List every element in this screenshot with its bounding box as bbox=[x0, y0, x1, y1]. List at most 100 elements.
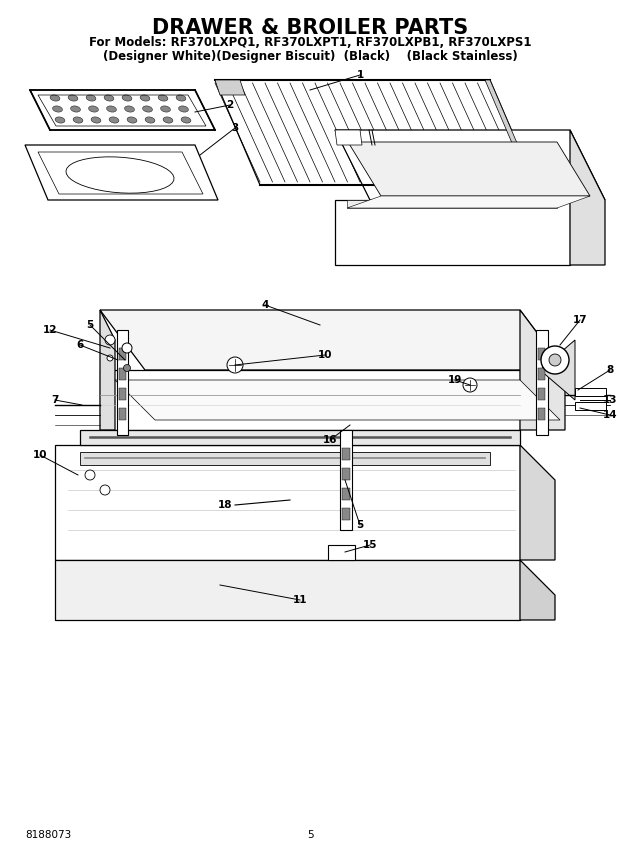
Polygon shape bbox=[335, 130, 605, 200]
Polygon shape bbox=[100, 310, 115, 430]
Polygon shape bbox=[66, 157, 174, 193]
Ellipse shape bbox=[53, 106, 63, 112]
Text: 19: 19 bbox=[448, 375, 462, 385]
Ellipse shape bbox=[55, 117, 65, 123]
Polygon shape bbox=[538, 368, 545, 380]
Polygon shape bbox=[335, 130, 362, 145]
Ellipse shape bbox=[86, 95, 96, 101]
Polygon shape bbox=[119, 408, 126, 420]
Polygon shape bbox=[100, 310, 565, 370]
Polygon shape bbox=[30, 90, 215, 130]
Polygon shape bbox=[485, 80, 535, 185]
Polygon shape bbox=[342, 468, 350, 480]
Text: 5: 5 bbox=[307, 830, 313, 840]
Polygon shape bbox=[540, 340, 575, 400]
Ellipse shape bbox=[73, 117, 83, 123]
Text: 6: 6 bbox=[76, 340, 84, 350]
Polygon shape bbox=[348, 142, 590, 196]
Ellipse shape bbox=[89, 106, 99, 112]
Polygon shape bbox=[536, 330, 548, 435]
Polygon shape bbox=[115, 380, 560, 420]
Circle shape bbox=[541, 346, 569, 374]
Ellipse shape bbox=[176, 95, 186, 101]
Text: 10: 10 bbox=[317, 350, 332, 360]
Polygon shape bbox=[347, 196, 590, 208]
Text: 15: 15 bbox=[363, 540, 377, 550]
Ellipse shape bbox=[181, 117, 191, 123]
Polygon shape bbox=[347, 200, 557, 208]
Ellipse shape bbox=[161, 106, 171, 112]
Polygon shape bbox=[342, 508, 350, 520]
Text: 16: 16 bbox=[323, 435, 337, 445]
Ellipse shape bbox=[71, 106, 81, 112]
Polygon shape bbox=[335, 200, 570, 265]
Polygon shape bbox=[342, 448, 350, 460]
Circle shape bbox=[463, 378, 477, 392]
Text: 4: 4 bbox=[261, 300, 268, 310]
Text: DRAWER & BROILER PARTS: DRAWER & BROILER PARTS bbox=[152, 18, 468, 38]
Text: 13: 13 bbox=[603, 395, 618, 405]
Text: 14: 14 bbox=[603, 410, 618, 420]
Ellipse shape bbox=[109, 117, 119, 123]
Text: 17: 17 bbox=[573, 315, 587, 325]
Circle shape bbox=[105, 335, 115, 345]
Text: 8: 8 bbox=[606, 365, 614, 375]
Text: 2: 2 bbox=[226, 100, 234, 110]
Circle shape bbox=[227, 357, 243, 373]
Polygon shape bbox=[575, 388, 606, 396]
Text: 5: 5 bbox=[356, 520, 363, 530]
Polygon shape bbox=[520, 445, 555, 560]
Polygon shape bbox=[55, 445, 520, 560]
Text: 8188073: 8188073 bbox=[25, 830, 71, 840]
Text: 18: 18 bbox=[218, 500, 232, 510]
Circle shape bbox=[549, 354, 561, 366]
Ellipse shape bbox=[104, 95, 114, 101]
Ellipse shape bbox=[50, 95, 60, 101]
Polygon shape bbox=[575, 402, 606, 410]
Text: 7: 7 bbox=[51, 395, 59, 405]
Polygon shape bbox=[520, 560, 555, 620]
Text: (Designer White)(Designer Biscuit)  (Black)    (Black Stainless): (Designer White)(Designer Biscuit) (Blac… bbox=[103, 50, 517, 63]
Circle shape bbox=[122, 343, 132, 353]
Polygon shape bbox=[538, 408, 545, 420]
Ellipse shape bbox=[91, 117, 101, 123]
Polygon shape bbox=[100, 370, 520, 430]
Ellipse shape bbox=[163, 117, 173, 123]
Circle shape bbox=[100, 485, 110, 495]
Text: 11: 11 bbox=[293, 595, 308, 605]
Polygon shape bbox=[340, 430, 352, 530]
Text: 1: 1 bbox=[356, 70, 363, 80]
Text: For Models: RF370LXPQ1, RF370LXPT1, RF370LXPB1, RF370LXPS1: For Models: RF370LXPQ1, RF370LXPT1, RF37… bbox=[89, 36, 531, 49]
Ellipse shape bbox=[68, 95, 78, 101]
Polygon shape bbox=[538, 388, 545, 400]
Polygon shape bbox=[119, 348, 126, 360]
Polygon shape bbox=[328, 545, 355, 560]
Polygon shape bbox=[80, 430, 520, 445]
Polygon shape bbox=[117, 330, 128, 435]
Polygon shape bbox=[80, 452, 490, 465]
Circle shape bbox=[107, 355, 113, 361]
Circle shape bbox=[85, 470, 95, 480]
Polygon shape bbox=[55, 560, 520, 620]
Polygon shape bbox=[570, 130, 605, 265]
Text: 10: 10 bbox=[33, 450, 47, 460]
Ellipse shape bbox=[127, 117, 137, 123]
Polygon shape bbox=[215, 80, 535, 185]
Ellipse shape bbox=[179, 106, 188, 112]
Polygon shape bbox=[25, 145, 218, 200]
Ellipse shape bbox=[125, 106, 135, 112]
Ellipse shape bbox=[122, 95, 132, 101]
Ellipse shape bbox=[143, 106, 153, 112]
Ellipse shape bbox=[140, 95, 150, 101]
Text: 3: 3 bbox=[231, 123, 239, 133]
Polygon shape bbox=[215, 80, 245, 95]
Polygon shape bbox=[342, 488, 350, 500]
Ellipse shape bbox=[158, 95, 168, 101]
Ellipse shape bbox=[145, 117, 155, 123]
Circle shape bbox=[123, 365, 130, 372]
Polygon shape bbox=[119, 388, 126, 400]
Polygon shape bbox=[538, 348, 545, 360]
Ellipse shape bbox=[107, 106, 117, 112]
Polygon shape bbox=[38, 152, 203, 194]
Text: 12: 12 bbox=[43, 325, 57, 335]
